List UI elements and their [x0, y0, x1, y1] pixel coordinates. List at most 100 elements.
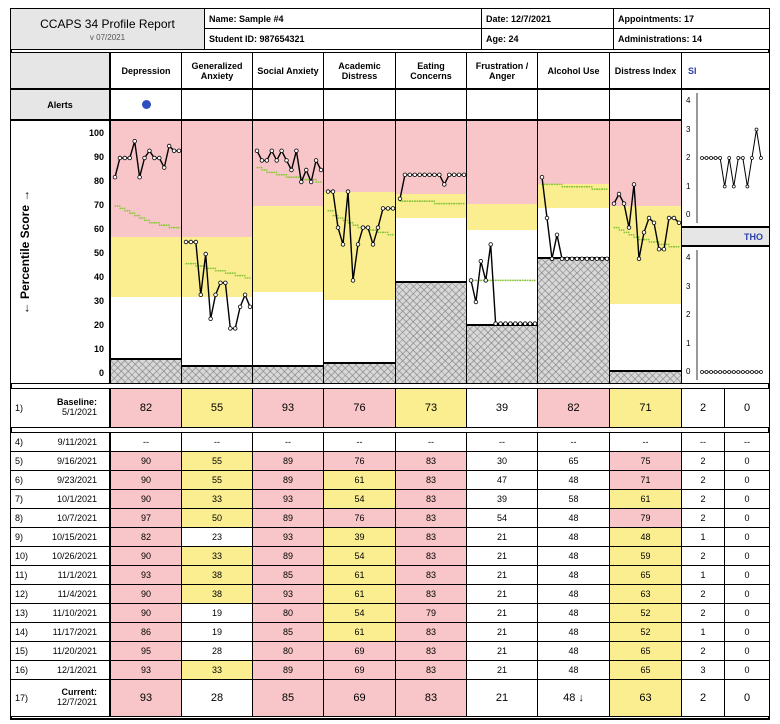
table-cell: 61 — [609, 489, 682, 509]
table-cell: 21 — [466, 660, 538, 680]
table-cell: 21 — [466, 546, 538, 566]
data-point — [213, 292, 218, 297]
trend-dot — [526, 279, 529, 282]
trend-dot — [566, 185, 569, 188]
row-number: 6) — [15, 475, 24, 485]
data-point — [641, 230, 647, 235]
trend-dot — [423, 200, 426, 203]
series-plot — [468, 242, 537, 326]
table-row-label: 16) 12/1/2021 — [10, 660, 110, 680]
table-cell: 79 — [609, 508, 682, 528]
data-point — [269, 148, 274, 153]
data-point — [493, 321, 498, 326]
trend-dot — [638, 238, 641, 241]
plot-column-2 — [252, 120, 324, 384]
alert-cell-2 — [252, 89, 324, 120]
trend-dot — [507, 279, 509, 282]
table-row-label: 17) Current: 12/7/2021 — [10, 679, 110, 717]
tho-cell: 0 — [724, 565, 770, 585]
trend-dot — [234, 274, 237, 277]
plot-column-5 — [466, 120, 538, 384]
table-cell: 65 — [609, 565, 682, 585]
elevated-band — [610, 121, 681, 206]
si-mini-plot-panel — [681, 89, 770, 227]
trend-dot — [622, 229, 625, 231]
row-number: 14) — [15, 627, 29, 637]
data-point — [308, 179, 314, 185]
y-tick-label: 50 — [93, 248, 104, 258]
data-point — [488, 242, 493, 247]
table-cell: 83 — [395, 489, 467, 509]
trend-dot — [158, 221, 160, 224]
trend-dot — [561, 185, 564, 188]
data-point — [527, 321, 533, 326]
row-number: 15) — [15, 646, 29, 656]
trend-dot — [332, 214, 335, 217]
trend-dot — [239, 274, 242, 277]
si-cell: 2 — [681, 508, 725, 528]
plot-column-7 — [609, 120, 682, 384]
table-cell: 93 — [252, 527, 324, 547]
report-title: CCAPS 34 Profile Report — [40, 16, 175, 31]
trend-dot — [603, 188, 606, 191]
trend-dot — [668, 245, 671, 248]
column-header-7: Distress Index — [609, 52, 682, 89]
trend-dot — [529, 279, 532, 282]
trend-dot — [448, 202, 451, 205]
trend-dot — [453, 202, 456, 205]
data-point — [176, 148, 181, 153]
si-cell: 2 — [681, 679, 725, 717]
trend-dot — [280, 173, 283, 176]
trend-dot — [438, 202, 441, 205]
alert-cell-1 — [181, 89, 253, 120]
data-point — [228, 326, 233, 331]
data-point — [345, 189, 351, 194]
table-cell: 83 — [395, 679, 467, 717]
table-row-label: 9) 10/15/2021 — [10, 527, 110, 547]
table-cell: 90 — [110, 470, 182, 490]
trend-dot — [563, 185, 566, 188]
trend-dot — [372, 229, 375, 231]
data-point — [112, 175, 118, 180]
data-point — [513, 321, 518, 326]
trend-dot — [490, 279, 492, 282]
trend-dot — [219, 269, 222, 272]
trend-dot — [153, 221, 156, 224]
trend-dot — [514, 279, 517, 282]
trend-dot — [521, 279, 524, 282]
trend-dot — [285, 176, 288, 179]
tho-cell: 0 — [724, 679, 770, 717]
trend-dot — [677, 245, 680, 248]
trend-dot — [623, 231, 626, 234]
data-point — [656, 246, 662, 252]
table-cell: 82 — [537, 388, 610, 428]
table-cell: 23 — [181, 527, 253, 547]
row-date-block: Current: 12/7/2021 — [57, 687, 97, 707]
data-point — [532, 321, 537, 326]
data-point — [166, 143, 172, 149]
row-number: 17) — [15, 693, 29, 703]
trend-dot — [414, 200, 416, 203]
table-cell: 58 — [537, 489, 610, 509]
alert-dot-icon — [141, 100, 151, 109]
data-point — [554, 232, 560, 237]
trend-dot — [278, 173, 281, 176]
trend-dot — [226, 272, 229, 275]
table-cell: 83 — [395, 565, 467, 585]
trend-dot — [192, 262, 195, 265]
table-cell: 83 — [395, 470, 467, 490]
table-cell: 21 — [466, 641, 538, 661]
table-row-label: 13) 11/10/2021 — [10, 603, 110, 623]
table-cell: 83 — [395, 622, 467, 642]
trend-dot — [426, 200, 428, 203]
trend-dot — [509, 279, 512, 282]
data-point — [616, 191, 622, 197]
data-point — [437, 172, 442, 177]
table-row-label: 14) 11/17/2021 — [10, 622, 110, 642]
data-point — [451, 172, 457, 177]
row-number: 9) — [15, 532, 24, 542]
data-point — [132, 139, 137, 144]
trend-dot — [118, 205, 121, 207]
floor-hatch — [610, 369, 681, 383]
data-point — [127, 155, 132, 161]
